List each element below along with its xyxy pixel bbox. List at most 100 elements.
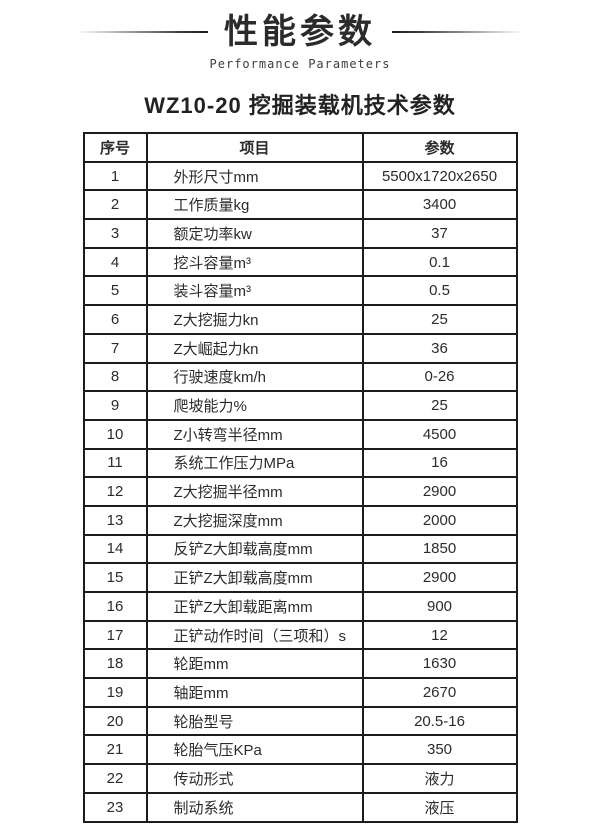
cell-value: 0.1 — [361, 246, 518, 278]
cell-value: 5500x1720x2650 — [361, 160, 518, 192]
page-subtitle: Performance Parameters — [209, 57, 391, 71]
cell-item: 轮距mm — [145, 648, 364, 680]
cell-item: 正铲动作时间（三项和）s — [145, 619, 364, 651]
page-title: 性能参数 — [224, 13, 376, 51]
table-row: 15 正铲Z大卸载高度mm 2900 — [82, 562, 518, 593]
spec-table: 序号 项目 参数 1 外形尺寸mm 5500x1720x2650 2 工作质量kg 340… — [82, 132, 518, 823]
cell-item: Z大挖掘力kn — [145, 304, 364, 335]
cell-value: 25 — [361, 390, 518, 421]
cell-value: 12 — [361, 619, 518, 651]
cell-item: 传动形式 — [145, 763, 364, 794]
table-row: 3 额定功率kw 37 — [82, 218, 518, 249]
cell-no: 14 — [82, 533, 148, 565]
table-row: 18 轮距mm 1630 — [82, 648, 518, 680]
cell-no: 21 — [82, 734, 148, 766]
column-header-no: 序号 — [82, 132, 148, 163]
cell-value: 1850 — [361, 533, 518, 565]
cell-item: 外形尺寸mm — [145, 160, 364, 192]
title-decor-line-left — [76, 31, 208, 33]
section-title: WZ10-20 挖掘装载机技术参数 — [144, 93, 456, 118]
cell-no: 19 — [82, 677, 148, 708]
cell-item: 挖斗容量m³ — [145, 246, 364, 278]
cell-item: 行驶速度km/h — [145, 361, 364, 393]
cell-value: 16 — [361, 447, 518, 479]
cell-value: 350 — [361, 734, 518, 766]
cell-item: 额定功率kw — [145, 218, 364, 249]
cell-no: 3 — [82, 218, 148, 249]
cell-value: 2000 — [361, 504, 518, 536]
cell-no: 22 — [82, 763, 148, 794]
cell-value: 37 — [361, 218, 518, 249]
table-row: 21 轮胎气压KPa 350 — [82, 734, 518, 766]
cell-no: 10 — [82, 418, 148, 450]
cell-no: 16 — [82, 591, 148, 622]
cell-no: 8 — [82, 361, 148, 393]
cell-no: 1 — [82, 160, 148, 192]
cell-no: 12 — [82, 476, 148, 507]
column-header-value: 参数 — [361, 132, 518, 163]
table-row: 19 轴距mm 2670 — [82, 677, 518, 708]
cell-no: 7 — [82, 332, 148, 364]
table-row: 2 工作质量kg 3400 — [82, 189, 518, 221]
cell-item: 轮胎型号 — [145, 705, 364, 737]
cell-value: 3400 — [361, 189, 518, 221]
cell-item: Z大挖掘深度mm — [145, 504, 364, 536]
table-header-row: 序号 项目 参数 — [82, 132, 518, 163]
cell-value: 液力 — [361, 763, 518, 794]
table-row: 13 Z大挖掘深度mm 2000 — [82, 504, 518, 536]
table-row: 4 挖斗容量m³ 0.1 — [82, 246, 518, 278]
cell-value: 900 — [361, 591, 518, 622]
cell-value: 2900 — [361, 562, 518, 593]
cell-value: 0.5 — [361, 275, 518, 307]
cell-item: 正铲Z大卸载高度mm — [145, 562, 364, 593]
cell-value: 0-26 — [361, 361, 518, 393]
cell-item: 工作质量kg — [145, 189, 364, 221]
table-row: 14 反铲Z大卸载高度mm 1850 — [82, 533, 518, 565]
cell-item: 系统工作压力MPa — [145, 447, 364, 479]
table-row: 6 Z大挖掘力kn 25 — [82, 304, 518, 335]
table-row: 20 轮胎型号 20.5-16 — [82, 705, 518, 737]
table-row: 5 装斗容量m³ 0.5 — [82, 275, 518, 307]
cell-no: 2 — [82, 189, 148, 221]
table-row: 8 行驶速度km/h 0-26 — [82, 361, 518, 393]
cell-item: Z大挖掘半径mm — [145, 476, 364, 507]
cell-value: 液压 — [361, 791, 518, 823]
cell-item: Z小转弯半径mm — [145, 418, 364, 450]
title-decor-line-right — [392, 31, 524, 33]
cell-item: 制动系统 — [145, 791, 364, 823]
table-row: 12 Z大挖掘半径mm 2900 — [82, 476, 518, 507]
cell-value: 1630 — [361, 648, 518, 680]
cell-item: 装斗容量m³ — [145, 275, 364, 307]
table-row: 10 Z小转弯半径mm 4500 — [82, 418, 518, 450]
cell-value: 4500 — [361, 418, 518, 450]
cell-no: 20 — [82, 705, 148, 737]
cell-item: 轴距mm — [145, 677, 364, 708]
cell-item: 正铲Z大卸载距离mm — [145, 591, 364, 622]
cell-no: 9 — [82, 390, 148, 421]
table-row: 7 Z大崛起力kn 36 — [82, 332, 518, 364]
cell-item: Z大崛起力kn — [145, 332, 364, 364]
cell-item: 爬坡能力% — [145, 390, 364, 421]
table-row: 16 正铲Z大卸载距离mm 900 — [82, 591, 518, 622]
cell-value: 20.5-16 — [361, 705, 518, 737]
cell-value: 2670 — [361, 677, 518, 708]
column-header-item: 项目 — [145, 132, 364, 163]
cell-no: 15 — [82, 562, 148, 593]
cell-value: 2900 — [361, 476, 518, 507]
table-row: 17 正铲动作时间（三项和）s 12 — [82, 619, 518, 651]
cell-no: 6 — [82, 304, 148, 335]
cell-no: 13 — [82, 504, 148, 536]
table-row: 23 制动系统 液压 — [82, 791, 518, 823]
cell-no: 5 — [82, 275, 148, 307]
cell-item: 反铲Z大卸载高度mm — [145, 533, 364, 565]
cell-value: 25 — [361, 304, 518, 335]
table-row: 22 传动形式 液力 — [82, 763, 518, 794]
cell-no: 11 — [82, 447, 148, 479]
table-row: 1 外形尺寸mm 5500x1720x2650 — [82, 160, 518, 192]
cell-value: 36 — [361, 332, 518, 364]
page-header: 性能参数 — [0, 0, 600, 54]
cell-no: 17 — [82, 619, 148, 651]
table-row: 9 爬坡能力% 25 — [82, 390, 518, 421]
cell-item: 轮胎气压KPa — [145, 734, 364, 766]
